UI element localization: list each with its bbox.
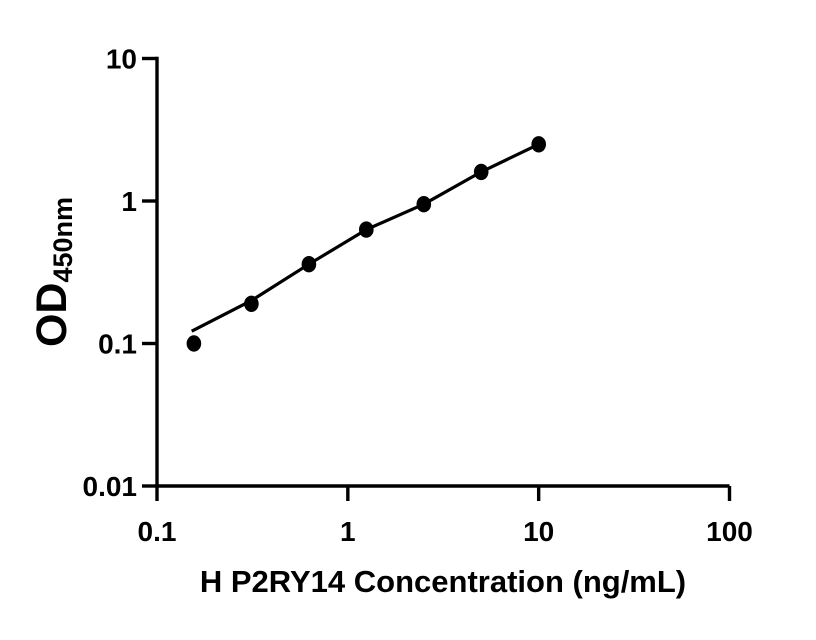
data-point: [531, 136, 546, 153]
y-axis-title-main: OD: [28, 283, 76, 348]
y-tick-label: 10: [106, 44, 137, 75]
y-tick-label: 1: [121, 186, 137, 217]
x-axis-title: H P2RY14 Concentration (ng/mL): [200, 564, 686, 599]
x-tick-label: 1: [340, 516, 356, 547]
data-point: [186, 335, 202, 352]
data-point: [359, 221, 374, 238]
data-point: [416, 196, 432, 213]
data-point: [473, 163, 489, 181]
y-axis-title: OD450nm: [28, 197, 78, 347]
x-tick-label: 10: [523, 516, 554, 547]
data-point: [301, 256, 317, 273]
x-tick-label: 100: [706, 516, 753, 547]
data-point: [244, 295, 259, 312]
y-axis-title-sub: 450nm: [48, 197, 78, 283]
y-tick-label: 0.1: [98, 329, 137, 360]
y-tick-label: 0.01: [83, 471, 138, 502]
x-tick-label: 0.1: [138, 516, 177, 547]
